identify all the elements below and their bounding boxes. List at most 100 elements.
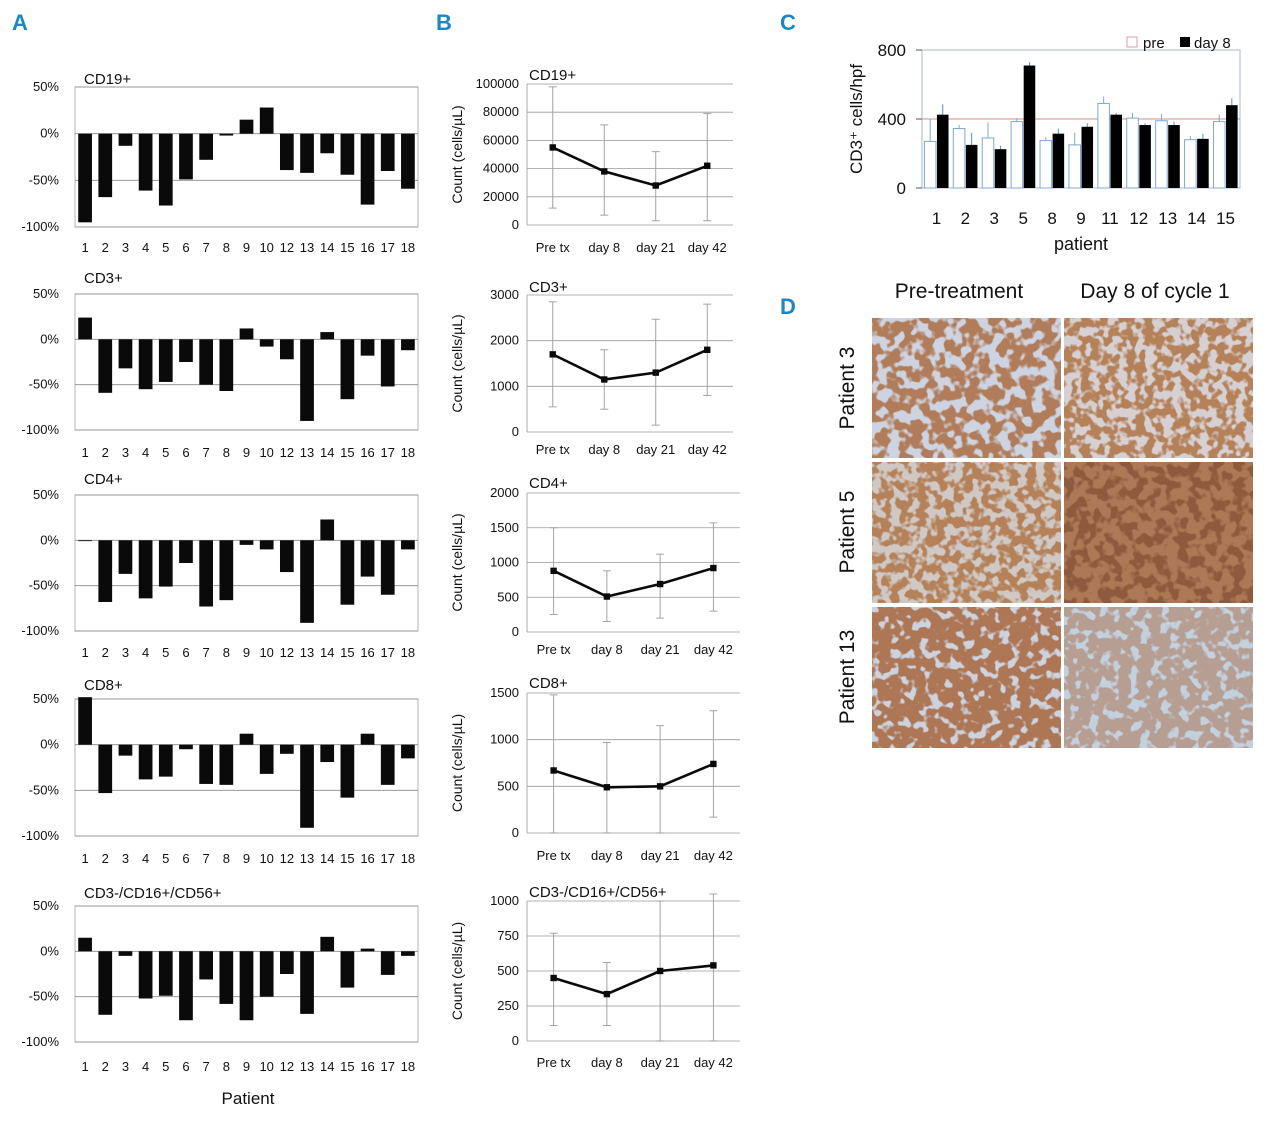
y-tick-label: 80000 bbox=[483, 104, 519, 119]
y-tick-label: 0 bbox=[897, 179, 906, 198]
y-tick-label: -50% bbox=[29, 782, 60, 797]
bar bbox=[158, 133, 173, 206]
bar bbox=[179, 951, 193, 1021]
x-tick-label: 8 bbox=[223, 645, 230, 660]
x-tick-label: 16 bbox=[360, 445, 374, 460]
bar bbox=[98, 339, 113, 393]
x-tick-label: 7 bbox=[203, 240, 210, 255]
x-tick-label: 3 bbox=[990, 209, 999, 228]
x-tick-label: 13 bbox=[1158, 209, 1177, 228]
bar bbox=[401, 951, 415, 956]
micrograph-patient-3-pre bbox=[872, 318, 1061, 458]
x-tick-label: 1 bbox=[81, 240, 88, 255]
panel-d: Pre-treatment Day 8 of cycle 1 Patient 3… bbox=[836, 280, 1253, 748]
x-tick-label: 16 bbox=[360, 645, 374, 660]
y-tick-label: 0 bbox=[512, 1033, 519, 1048]
chart-title: CD4+ bbox=[529, 475, 568, 492]
panel-a-xlabel: Patient bbox=[222, 1089, 275, 1108]
bar bbox=[300, 339, 314, 421]
x-tick-label: 10 bbox=[259, 240, 273, 255]
panel-letter-c: C bbox=[780, 10, 796, 35]
x-tick-label: 13 bbox=[300, 445, 314, 460]
x-tick-label: 3 bbox=[122, 645, 129, 660]
bar-pre bbox=[1212, 121, 1226, 189]
bar bbox=[118, 339, 133, 369]
legend-swatch-pre bbox=[1126, 36, 1138, 48]
x-tick-label: 15 bbox=[1216, 209, 1235, 228]
bar bbox=[259, 540, 274, 550]
y-tick-label: -50% bbox=[29, 172, 60, 187]
x-axis-label: patient bbox=[1054, 234, 1108, 254]
y-axis-label: Count (cells/µL) bbox=[449, 314, 465, 412]
bar bbox=[239, 328, 254, 340]
bar bbox=[360, 540, 375, 577]
chart-title: CD3+ bbox=[84, 270, 123, 287]
chart-title: CD3-/CD16+/CD56+ bbox=[529, 884, 667, 901]
y-tick-label: -100% bbox=[21, 422, 59, 437]
x-tick-label: 11 bbox=[1101, 209, 1119, 228]
y-axis-label: Count (cells/µL) bbox=[449, 714, 465, 812]
data-point bbox=[603, 990, 611, 998]
bar bbox=[360, 133, 375, 205]
y-tick-label: 40000 bbox=[483, 161, 519, 176]
x-tick-label: 1 bbox=[932, 209, 941, 228]
legend-label-pre: pre bbox=[1143, 35, 1165, 52]
bar bbox=[279, 133, 294, 171]
x-tick-label: 3 bbox=[122, 240, 129, 255]
bar bbox=[380, 744, 395, 785]
x-tick-label: 16 bbox=[360, 851, 374, 866]
x-tick-label: 9 bbox=[1076, 209, 1085, 228]
y-axis-label: Count (cells/µL) bbox=[449, 922, 465, 1020]
bar-pre bbox=[1184, 139, 1197, 189]
bar bbox=[340, 339, 355, 400]
chart-title: CD8+ bbox=[529, 675, 568, 692]
data-point bbox=[549, 144, 556, 151]
x-tick-label: 13 bbox=[300, 240, 314, 255]
bar bbox=[360, 948, 375, 952]
bar bbox=[219, 540, 234, 601]
x-tick-label: 6 bbox=[182, 1059, 189, 1074]
x-tick-label: 1 bbox=[81, 445, 88, 460]
legend-label-day8: day 8 bbox=[1194, 35, 1231, 52]
panel-a-cd8-chart: 50%0%-50%-100%CD8+1 2 3 4 5 6 7 8 9 10 12 13 14 15 16 1… bbox=[21, 677, 419, 866]
x-tick-label: 6 bbox=[182, 240, 189, 255]
panel-a-cd19-chart: 50%0%-50%-100%CD19+1 2 3 4 5 6 7 8 9 10 12 13 14 15 16… bbox=[21, 71, 419, 255]
panel-b-cd8-chart: 0 500 1000 1500 CD8+ Count (cells/µL) Pre tx da… bbox=[449, 675, 740, 863]
micrograph-patient-5-pre bbox=[872, 462, 1061, 603]
x-tick-label: 18 bbox=[401, 645, 415, 660]
bar-pre bbox=[952, 127, 966, 189]
bar bbox=[360, 733, 375, 745]
x-tick-label: Pre tx bbox=[536, 240, 570, 255]
x-tick-label: 5 bbox=[162, 1059, 169, 1074]
x-tick-label: 12 bbox=[1129, 209, 1148, 228]
data-point bbox=[710, 962, 717, 969]
x-tick-label: 8 bbox=[223, 445, 230, 460]
x-tick-label: 6 bbox=[182, 851, 189, 866]
data-point bbox=[704, 162, 711, 169]
panel-d-col-header-pre: Pre-treatment bbox=[895, 280, 1024, 303]
x-tick-label: 7 bbox=[203, 645, 210, 660]
bar bbox=[320, 744, 335, 763]
y-tick-label: 750 bbox=[497, 928, 519, 943]
panel-b-cd4-chart: 0 500 1000 1500 2000 CD4+ Count (cells/µL) Pre … bbox=[449, 475, 740, 657]
micrograph-patient-3-day8 bbox=[1064, 318, 1253, 458]
micrograph-patient-5-day8 bbox=[1064, 462, 1253, 603]
y-tick-label: 0% bbox=[40, 737, 59, 752]
x-tick-label: 12 bbox=[280, 240, 294, 255]
bar bbox=[118, 540, 133, 574]
micrograph-patient-13-pre bbox=[872, 607, 1061, 748]
x-tick-label: day 8 bbox=[588, 442, 620, 457]
x-tick-label: day 8 bbox=[591, 1055, 623, 1070]
bar bbox=[300, 540, 314, 623]
x-tick-label: day 8 bbox=[591, 848, 623, 863]
x-tick-label: 9 bbox=[243, 1059, 250, 1074]
bar bbox=[219, 744, 234, 785]
x-tick-label: 5 bbox=[1018, 209, 1027, 228]
x-tick-label: 12 bbox=[280, 1059, 294, 1074]
bar bbox=[219, 133, 234, 136]
data-point bbox=[549, 351, 556, 358]
bar bbox=[320, 133, 335, 154]
bar bbox=[78, 540, 92, 542]
x-tick-label: 15 bbox=[340, 1059, 354, 1074]
x-tick-label: day 21 bbox=[641, 642, 680, 657]
